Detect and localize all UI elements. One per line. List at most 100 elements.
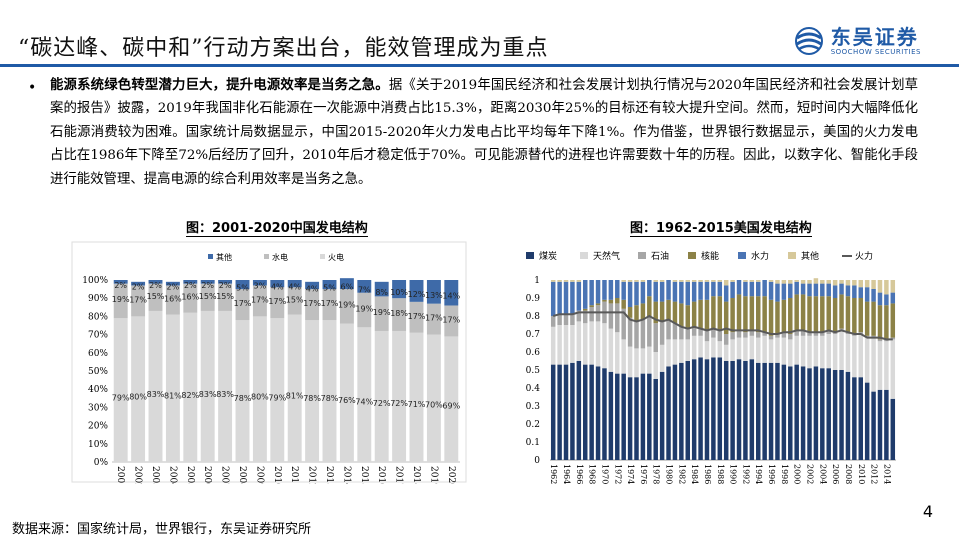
bar-segment (704, 299, 710, 331)
x-tick-label: 2004 (167, 466, 177, 484)
bar-segment (755, 362, 761, 460)
bar-segment (755, 280, 761, 282)
x-tick-label: 1998 (780, 464, 789, 484)
chart-frame (71, 241, 467, 483)
x-tick-label: 2015 (359, 466, 369, 484)
bar-segment (595, 321, 601, 367)
x-tick-label: 2012 (870, 464, 879, 484)
data-label: 13% (425, 291, 443, 300)
data-label: 16% (164, 295, 182, 304)
x-tick-label: 1992 (741, 464, 750, 484)
bar-segment (666, 299, 671, 320)
x-tick-label: 1968 (588, 464, 597, 484)
bar-segment (444, 336, 459, 462)
bar-segment (627, 280, 633, 282)
data-label: 17% (321, 299, 339, 308)
data-label: 80% (251, 392, 269, 401)
bar-segment (871, 301, 876, 336)
bar-segment (357, 292, 372, 328)
bar-segment (775, 283, 780, 302)
data-label: 78% (321, 394, 339, 403)
bar-segment (711, 280, 716, 282)
bar-segment (704, 281, 710, 300)
bar-segment (165, 281, 180, 286)
bar-segment (582, 280, 588, 309)
bar-segment (832, 280, 838, 286)
bar-segment (813, 366, 819, 460)
y-tick-label: 50% (88, 367, 108, 377)
bar-segment (884, 389, 889, 460)
bar-segment (698, 280, 703, 282)
bar-segment (839, 283, 844, 295)
bar-segment (550, 280, 556, 282)
bar-segment (826, 368, 831, 460)
data-label: 10% (390, 288, 408, 297)
bar-segment (621, 280, 626, 282)
bar-segment (781, 332, 787, 338)
bar-segment (775, 334, 780, 338)
bar-segment (723, 280, 729, 286)
bar-segment (717, 296, 723, 331)
bar-segment (832, 298, 838, 333)
bar-segment (557, 364, 562, 460)
bar-segment (723, 344, 729, 361)
bar-segment (730, 298, 735, 333)
bar-segment (634, 305, 639, 322)
x-tick-label: 1962 (549, 464, 558, 484)
data-label: 15% (216, 292, 234, 301)
x-tick-label: 2006 (202, 466, 212, 484)
bar-segment (877, 339, 883, 342)
bar-segment (576, 310, 582, 322)
data-label: 76% (338, 396, 356, 405)
bar-segment (672, 301, 678, 324)
bar-segment (698, 328, 703, 336)
bar-segment (736, 337, 742, 360)
bar-segment (736, 359, 742, 460)
bar-segment (183, 312, 198, 462)
bar-segment (550, 364, 556, 460)
body-paragraph: 能源系统绿色转型潜力巨大，提升电源效率是当务之急。据《关于2019年国民经济和社… (50, 74, 918, 191)
bar-segment (781, 364, 787, 460)
x-tick-label: 2017 (394, 466, 404, 484)
bar-segment (768, 362, 774, 460)
bar-segment (679, 362, 684, 460)
bar-segment (235, 280, 250, 290)
bar-segment (736, 330, 742, 338)
bar-segment (672, 339, 678, 365)
x-tick-label: 1978 (652, 464, 661, 484)
data-label: 17% (268, 297, 286, 306)
bar-segment (691, 326, 697, 336)
bar-segment (647, 296, 652, 316)
data-label: 78% (303, 394, 321, 403)
data-label: 81% (286, 392, 304, 401)
bar-segment (392, 280, 407, 299)
bar-segment (864, 382, 870, 460)
bar-segment (270, 318, 285, 462)
chart-title-us: 图：1962-2015美国发电结构 (630, 217, 812, 237)
bar-segment (890, 292, 896, 304)
bar-segment (409, 301, 424, 333)
bar-segment (711, 337, 716, 358)
bar-segment (858, 377, 864, 460)
bar-segment (858, 334, 864, 378)
bar-segment (762, 296, 767, 333)
bar-segment (634, 281, 639, 306)
x-tick-label: 2004 (818, 464, 827, 484)
data-label: 8% (375, 288, 388, 297)
y-tick-label: 0.8 (526, 312, 541, 322)
us-generation-chart: 煤炭 天然气 石油 核能 水力 其他 火力 0 0.1 0.2 0.3 0.4 0.5 0.6 0.7 0.8… (526, 250, 896, 484)
data-label: 2% (219, 281, 232, 290)
bar-segment (788, 339, 793, 367)
bar-segment (877, 389, 883, 460)
china-generation-chart: 其他 水电 火电 0% 10% 20% 30% 40% 50% 60% 70% 80% 90% 100% 7… (71, 241, 467, 484)
bar-segment (698, 335, 703, 358)
y-tick-label: 60% (88, 349, 108, 359)
bar-segment (672, 280, 678, 282)
bar-segment (615, 303, 620, 333)
bar-segment (666, 339, 671, 367)
y-tick-label: 40% (88, 385, 108, 395)
bar-segment (287, 287, 302, 315)
bar-segment (717, 280, 723, 282)
bar-segment (627, 346, 633, 378)
bar-segment (679, 280, 684, 282)
